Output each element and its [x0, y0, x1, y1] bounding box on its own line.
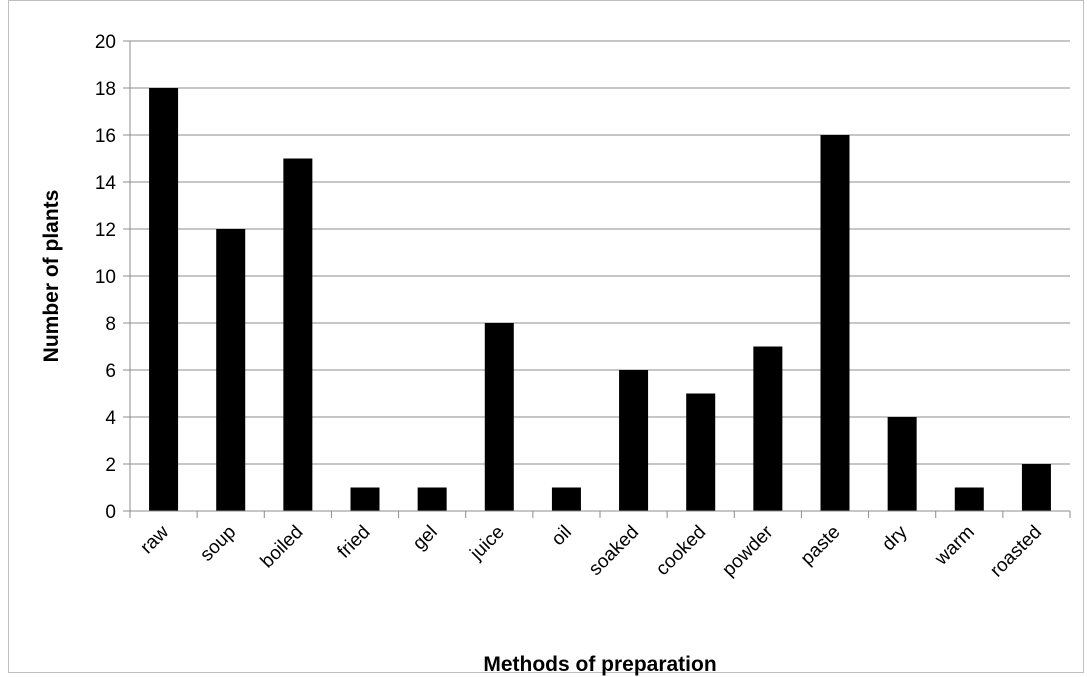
x-tick-label: paste [797, 522, 845, 570]
bar-cooked [686, 393, 716, 511]
bar-soup [216, 229, 246, 511]
y-tick-label: 10 [95, 267, 116, 288]
axes [123, 40, 1071, 518]
y-tick-label: 8 [105, 314, 116, 335]
y-tick-label: 12 [95, 220, 116, 241]
y-tick-label: 0 [105, 502, 116, 523]
bar-roasted [1021, 464, 1051, 511]
y-tick-labels: 0 2 4 6 8 10 12 14 16 18 20 [95, 32, 117, 523]
y-tick-label: 16 [95, 126, 116, 147]
x-tick-label: gel [409, 522, 442, 555]
bar-boiled [283, 158, 313, 511]
bars [149, 88, 1051, 511]
x-tick-label: juice [466, 522, 509, 565]
bar-juice [484, 323, 514, 511]
y-tick-label: 6 [105, 361, 116, 382]
x-tick-label: dry [878, 521, 912, 555]
y-tick-label: 20 [95, 32, 116, 53]
x-tick-label: cooked [652, 522, 710, 580]
x-axis-title: Methods of preparation [483, 653, 716, 676]
bar-dry [887, 417, 917, 511]
bar-soaked [619, 370, 649, 511]
y-tick-label: 18 [95, 79, 116, 100]
y-axis-title: Number of plants [40, 190, 63, 363]
chart-frame [8, 0, 1084, 673]
gridlines [130, 40, 1070, 465]
y-tick-label: 4 [105, 408, 116, 429]
x-tick-label: warm [930, 522, 978, 570]
y-tick-label: 2 [105, 455, 116, 476]
x-tick-label: soup [196, 522, 240, 566]
bar-gel [417, 487, 447, 511]
y-tick-label: 14 [95, 173, 117, 194]
bar-warm [954, 487, 984, 511]
x-tick-label: fried [334, 522, 375, 563]
x-tick-label: oil [548, 522, 576, 550]
bar-fried [350, 487, 380, 511]
bar-paste [820, 135, 850, 511]
bar-powder [753, 346, 783, 511]
x-tick-labels: raw soup boiled fried gel juice oil soaked cooke… [137, 521, 1046, 581]
x-tick-label: boiled [257, 522, 308, 573]
bar-raw [149, 88, 179, 511]
x-tick-label: powder [718, 521, 777, 580]
x-tick-label: roasted [986, 522, 1046, 582]
bar-oil [551, 487, 581, 511]
x-tick-label: raw [137, 521, 174, 558]
x-tick-label: soaked [585, 522, 643, 580]
